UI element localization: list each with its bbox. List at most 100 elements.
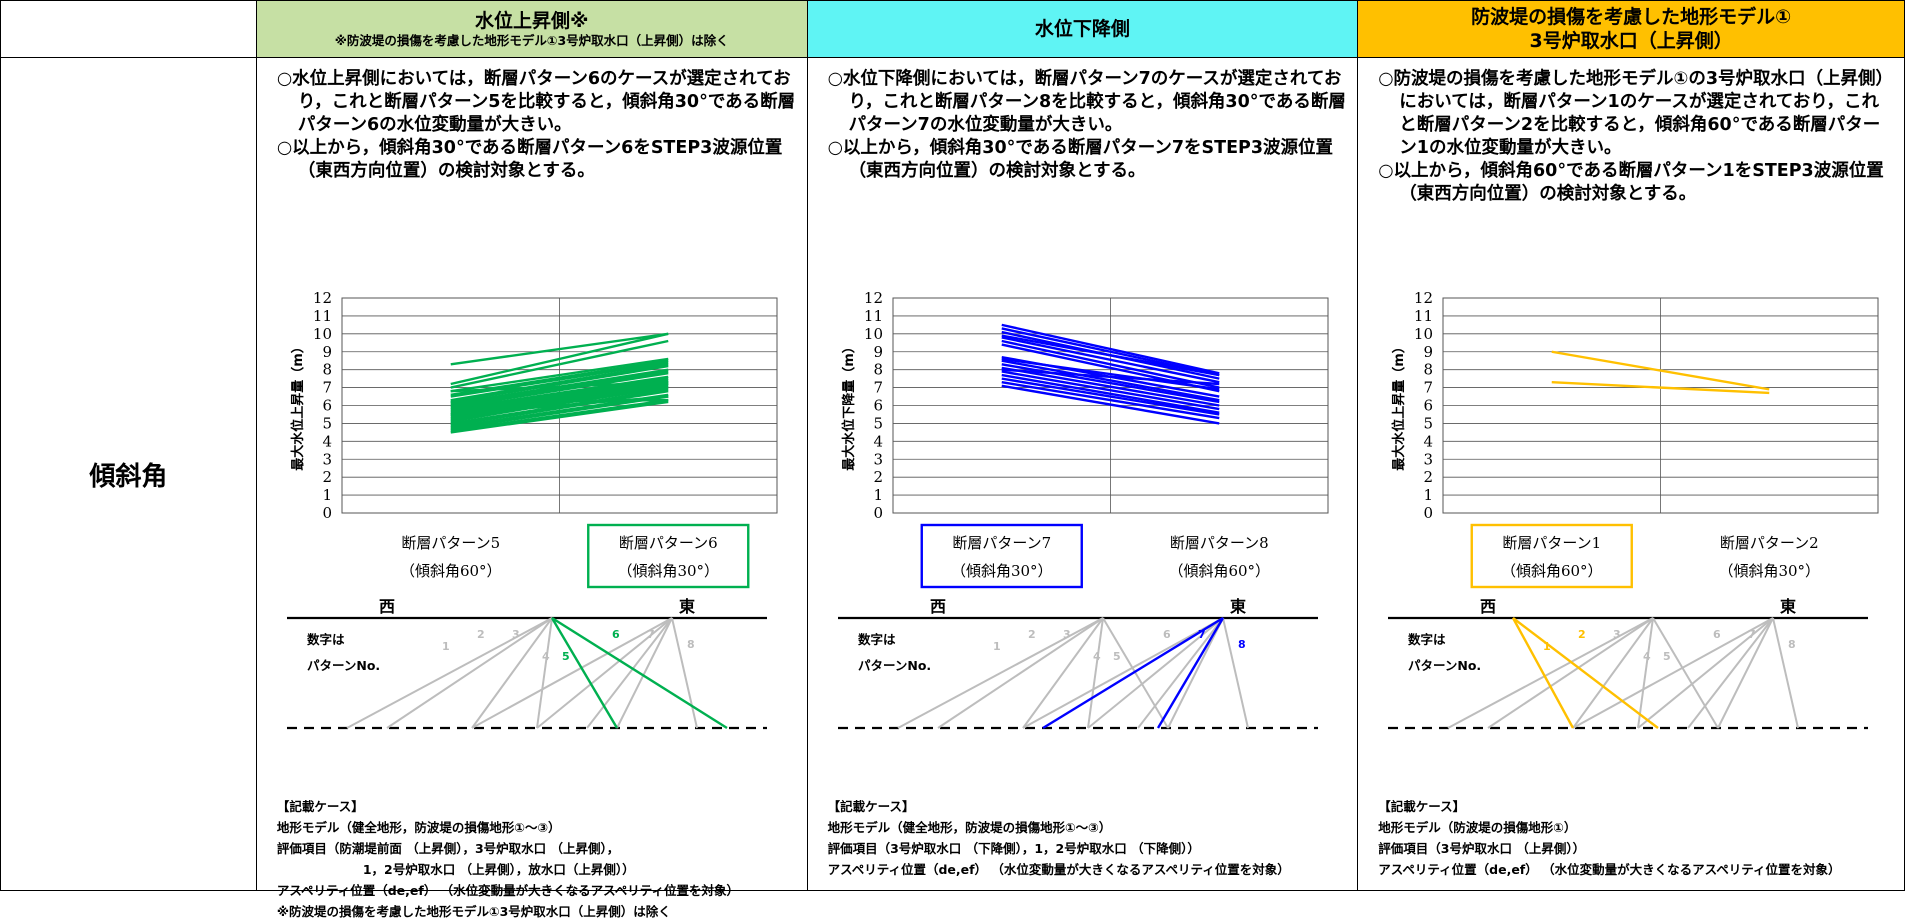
legend-line-2: パターンNo. bbox=[858, 658, 931, 673]
pattern-number: 2 bbox=[477, 628, 485, 641]
fault-line bbox=[471, 617, 553, 729]
selected-fault-line bbox=[1512, 617, 1575, 729]
header-title: 水位上昇側※ bbox=[474, 10, 589, 32]
category-sublabel: （傾斜角60°） bbox=[1501, 562, 1603, 580]
y-tick-label: 3 bbox=[873, 450, 883, 468]
category-label: 断層パターン2 bbox=[1720, 534, 1819, 552]
fault-line bbox=[471, 617, 673, 729]
legend-line-2: パターンNo. bbox=[1408, 658, 1481, 673]
y-tick-label: 1 bbox=[322, 486, 332, 504]
y-tick-label: 12 bbox=[863, 289, 882, 307]
pattern-number: 8 bbox=[687, 638, 695, 651]
legend-line-1: 数字は bbox=[306, 632, 345, 647]
note-line: アスペリティ位置（de,ef） （水位変動量が大きくなるアスペリティ位置を対象） bbox=[1378, 862, 1841, 877]
selected-category-box bbox=[1470, 523, 1634, 589]
fault-line bbox=[1487, 617, 1654, 729]
series-line bbox=[1551, 381, 1770, 395]
pattern-number: 5 bbox=[1113, 650, 1121, 663]
series-line bbox=[450, 332, 669, 366]
y-tick-label: 6 bbox=[322, 397, 332, 415]
series-line bbox=[1001, 334, 1220, 377]
note-line: 地形モデル（防波堤の損傷地形①） bbox=[1378, 820, 1577, 835]
pattern-number: 8 bbox=[1238, 638, 1246, 651]
corner-cell bbox=[0, 0, 257, 58]
pattern-number: 3 bbox=[1613, 628, 1621, 641]
series-line bbox=[1001, 336, 1220, 384]
fault-line bbox=[1687, 617, 1775, 729]
series-line bbox=[450, 389, 669, 427]
fault-line bbox=[386, 617, 553, 729]
category-sublabel: （傾斜角30°） bbox=[1719, 562, 1821, 580]
y-tick-label: 11 bbox=[1414, 307, 1433, 325]
header-subtitle: ※防波堤の損傷を考慮した地形モデル①3号炉取水口（上昇側）は除く bbox=[334, 33, 729, 48]
y-axis-label: 最大水位上昇量（m） bbox=[1391, 340, 1407, 471]
pattern-number: 5 bbox=[1663, 650, 1671, 663]
pattern-number: 4 bbox=[542, 650, 550, 663]
y-tick-label: 9 bbox=[322, 343, 332, 361]
bullet-item: ○以上から，傾斜角30°である断層パターン7をSTEP3波源位置（東西方向位置）… bbox=[827, 138, 1334, 181]
y-tick-label: 0 bbox=[322, 504, 332, 522]
pattern-number: 1 bbox=[1543, 640, 1551, 653]
fault-line bbox=[1572, 617, 1774, 729]
y-axis-label: 最大水位上昇量（m） bbox=[290, 340, 306, 471]
bullet-item: ○防波堤の損傷を考慮した地形モデル①の3号炉取水口（上昇側）においては，断層パタ… bbox=[1378, 69, 1894, 158]
category-label: 断層パターン6 bbox=[619, 534, 718, 552]
category-sublabel: （傾斜角30°） bbox=[617, 562, 719, 580]
selected-category-box bbox=[920, 523, 1083, 589]
y-tick-label: 8 bbox=[1424, 361, 1434, 379]
selected-fault-line bbox=[551, 616, 728, 730]
legend-line-1: 数字は bbox=[857, 632, 896, 647]
pattern-number: 3 bbox=[512, 628, 520, 641]
y-axis-label: 最大水位下降量（m） bbox=[841, 340, 857, 471]
column-body-rising: ○水位上昇側においては，断層パターン6のケースが選定されており，これと断層パター… bbox=[255, 57, 808, 919]
header-title: 防波堤の損傷を考慮した地形モデル① bbox=[1471, 6, 1792, 28]
series-line bbox=[450, 332, 669, 386]
description-bullets: ○水位下降側においては，断層パターン7のケースが選定されており，これと断層パター… bbox=[828, 68, 1348, 183]
note-line: 1，2号炉取水口 （上昇側），放水口（上昇側）） bbox=[362, 862, 635, 877]
y-tick-label: 5 bbox=[873, 414, 883, 432]
y-tick-label: 8 bbox=[322, 361, 332, 379]
y-tick-label: 2 bbox=[322, 468, 332, 486]
fault-line bbox=[615, 617, 673, 729]
fault-line bbox=[346, 617, 553, 729]
series-line bbox=[1001, 381, 1220, 420]
bullet-item: ○以上から，傾斜角60°である断層パターン1をSTEP3波源位置（東西方向位置）… bbox=[1378, 161, 1884, 204]
case-notes: 【記載ケース】 地形モデル（健全地形，防波堤の損傷地形①～③） 評価項目（防潮堤前面… bbox=[277, 796, 739, 922]
description-bullets: ○防波堤の損傷を考慮した地形モデル①の3号炉取水口（上昇側）においては，断層パタ… bbox=[1378, 68, 1894, 206]
header-damaged-breakwater: 防波堤の損傷を考慮した地形モデル① 3号炉取水口（上昇側） bbox=[1357, 0, 1905, 58]
case-notes: 【記載ケース】 地形モデル（防波堤の損傷地形①） 評価項目（3号炉取水口 （上昇側）… bbox=[1378, 796, 1840, 880]
legend-line-2: パターンNo. bbox=[307, 658, 380, 673]
fault-line bbox=[1652, 617, 1720, 729]
fault-line bbox=[1021, 617, 1104, 729]
series-line bbox=[450, 381, 669, 416]
category-sublabel: （傾斜角30°） bbox=[951, 562, 1053, 580]
series-line bbox=[1001, 377, 1220, 416]
y-tick-label: 3 bbox=[1424, 450, 1434, 468]
west-label: 西 bbox=[1480, 597, 1496, 616]
y-tick-label: 7 bbox=[322, 379, 332, 397]
y-tick-label: 10 bbox=[1414, 325, 1433, 343]
pattern-number: 2 bbox=[1028, 628, 1036, 641]
fault-line bbox=[1637, 617, 1655, 729]
series-line bbox=[1001, 339, 1220, 389]
pattern-number: 7 bbox=[1748, 628, 1756, 641]
series-line bbox=[450, 395, 669, 430]
legend-line-1: 数字は bbox=[1407, 632, 1446, 647]
fault-line bbox=[937, 617, 1104, 729]
y-tick-label: 5 bbox=[1424, 414, 1434, 432]
pattern-number: 7 bbox=[1198, 628, 1206, 641]
pattern-number: 4 bbox=[1643, 650, 1651, 663]
series-line bbox=[450, 379, 669, 414]
y-tick-label: 0 bbox=[1424, 504, 1434, 522]
note-line: 評価項目（3号炉取水口 （下降側），1，2号炉取水口 （下降側）） bbox=[827, 841, 1200, 856]
bullet-item: ○水位上昇側においては，断層パターン6のケースが選定されており，これと断層パター… bbox=[276, 69, 796, 135]
series-line bbox=[1001, 323, 1220, 375]
bullet-item: ○水位下降側においては，断層パターン7のケースが選定されており，これと断層パター… bbox=[827, 69, 1346, 135]
pattern-number: 6 bbox=[1713, 628, 1721, 641]
y-tick-label: 6 bbox=[1424, 397, 1434, 415]
y-tick-label: 11 bbox=[313, 307, 332, 325]
header-title: 水位下降側 bbox=[1034, 18, 1130, 40]
fault-line bbox=[1086, 617, 1104, 729]
pattern-number: 8 bbox=[1788, 638, 1796, 651]
series-line bbox=[450, 363, 669, 402]
